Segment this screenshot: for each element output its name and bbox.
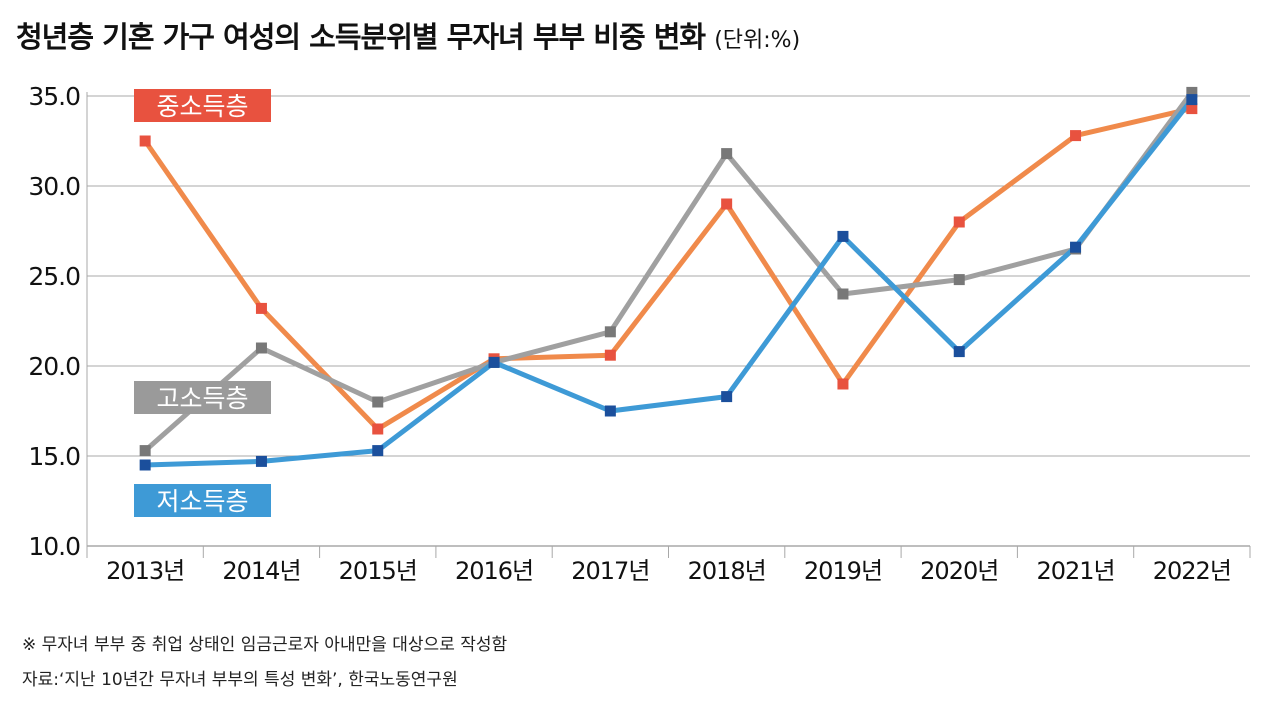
data-point [255,342,267,354]
y-tick-label: 35.0 [28,82,80,111]
x-tick-label: 2017년 [571,557,649,585]
series-label: 중소득층 [156,92,248,121]
data-point [255,455,267,467]
data-point [255,302,267,314]
chart-title: 청년층 기혼 가구 여성의 소득분위별 무자녀 부부 비중 변화 (단위:%) [16,14,800,56]
series-label-box [134,381,271,414]
data-point [953,346,965,358]
x-axis: 2013년 2014년 2015년 2016년 2017년 2018년 2019년 2020년… [86,546,1251,585]
data-point [837,378,849,390]
data-point [953,274,965,286]
data-point [1070,130,1082,142]
x-tick-label: 2013년 [106,557,184,585]
data-point [721,391,733,403]
data-point [372,423,384,435]
gridlines [87,95,1250,547]
data-point [837,288,849,300]
series-label-box [134,484,271,517]
x-tick-label: 2019년 [804,557,882,585]
footnote: ※ 무자녀 부부 중 취업 상태인 임금근로자 아내만을 대상으로 작성함 [22,635,508,655]
series-label: 저소득층 [156,487,248,516]
data-point [139,445,151,457]
x-tick-label: 2016년 [455,557,533,585]
series-line [142,89,1195,454]
data-point [139,135,151,147]
data-point [1186,94,1198,106]
y-tick-label: 20.0 [28,352,80,381]
source-note: 자료:‘지난 10년간 무자녀 부부의 특성 변화’, 한국노동연구원 [22,670,458,690]
y-tick-label: 15.0 [28,442,80,471]
x-tick-label: 2022년 [1153,557,1231,585]
data-point [372,396,384,408]
x-tick-label: 2020년 [920,557,998,585]
data-point [953,216,965,228]
series-line [142,97,1195,468]
y-tick-label: 30.0 [28,172,80,201]
data-point [837,230,849,242]
data-point [721,198,733,210]
x-tick-label: 2015년 [339,557,417,585]
y-tick-label: 10.0 [28,532,80,561]
series-line [142,106,1195,432]
data-point [139,459,151,471]
x-tick-label: 2021년 [1036,557,1114,585]
series-label: 고소득층 [156,384,248,413]
data-point [604,326,616,338]
y-axis: 10.0 15.0 20.0 25.0 30.0 35.0 [28,82,88,561]
data-point [1186,103,1198,115]
unit-label: (단위:%) [714,28,801,53]
data-point [604,405,616,417]
data-point [604,349,616,361]
chart-title-text: 청년층 기혼 가구 여성의 소득분위별 무자녀 부부 비중 변화 [16,20,706,54]
data-point [721,148,733,160]
series-lines [142,89,1195,468]
data-point [1070,241,1082,253]
data-point [1186,86,1198,98]
series-label-box [134,89,271,122]
series-markers [139,86,1198,471]
data-point [372,445,384,457]
x-tick-label: 2014년 [222,557,300,585]
y-tick-label: 25.0 [28,262,80,291]
x-tick-label: 2018년 [688,557,766,585]
data-point [488,356,500,368]
